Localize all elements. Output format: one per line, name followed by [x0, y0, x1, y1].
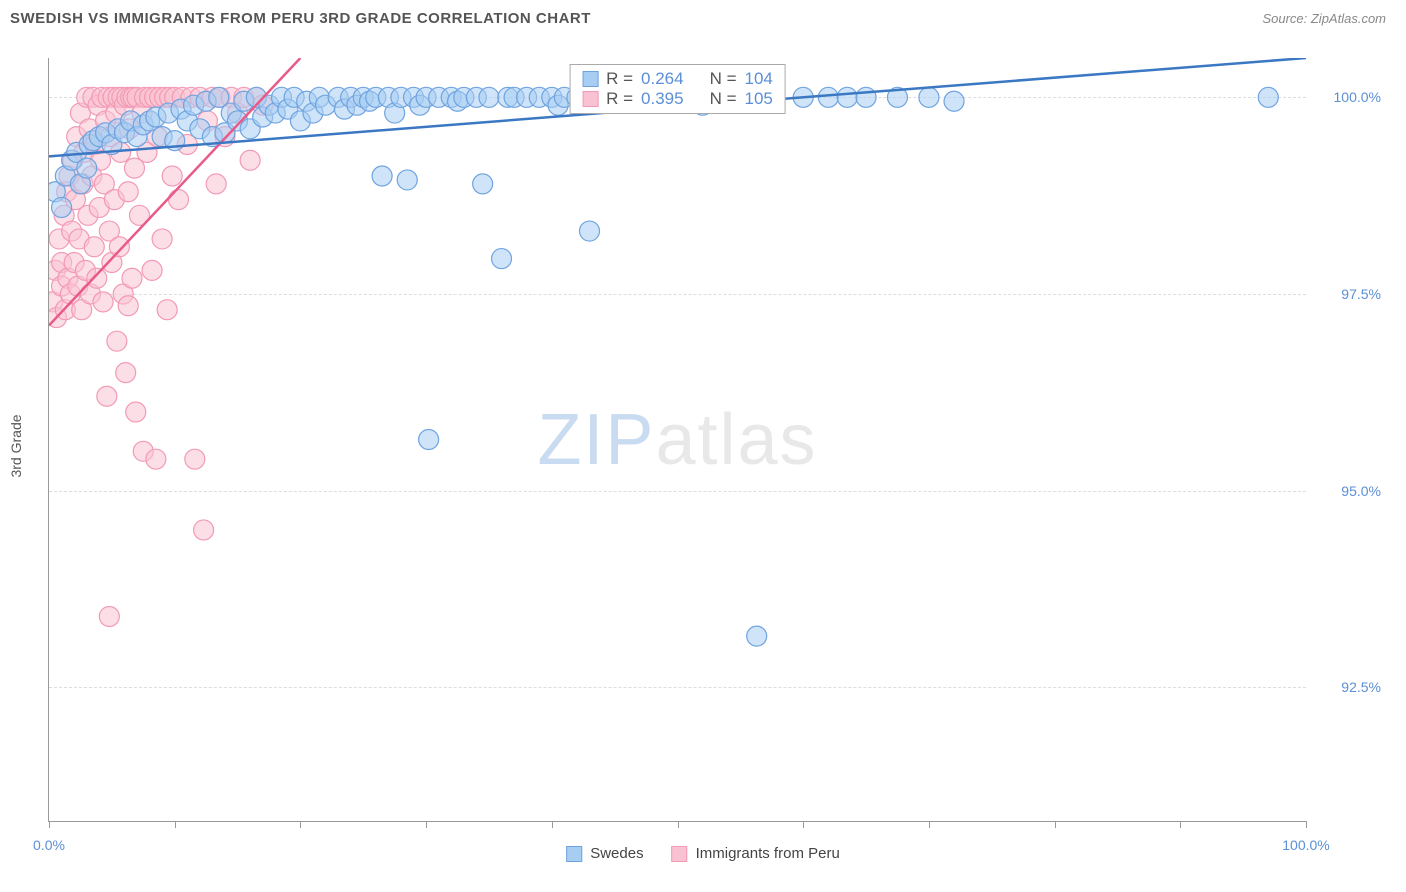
scatter-point [580, 221, 600, 241]
scatter-point [142, 260, 162, 280]
r-label-blue: R = [606, 69, 633, 89]
scatter-point [87, 268, 107, 288]
scatter-point [118, 182, 138, 202]
n-label-blue: N = [710, 69, 737, 89]
n-label-pink: N = [710, 89, 737, 109]
y-tick-label: 97.5% [1316, 286, 1381, 302]
chart-area: 92.5%95.0%97.5%100.0%0.0%100.0% ZIPatlas… [48, 58, 1306, 822]
bottom-legend: Swedes Immigrants from Peru [566, 845, 840, 862]
scatter-point [109, 237, 129, 257]
scatter-point [240, 150, 260, 170]
scatter-point [146, 449, 166, 469]
r-value-pink: 0.395 [641, 89, 684, 109]
scatter-point [185, 449, 205, 469]
x-tick-label: 0.0% [33, 837, 65, 853]
scatter-point [944, 91, 964, 111]
scatter-point [168, 190, 188, 210]
scatter-point [194, 520, 214, 540]
r-value-blue: 0.264 [641, 69, 684, 89]
scatter-point [162, 166, 182, 186]
r-label-pink: R = [606, 89, 633, 109]
y-axis-label: 3rd Grade [8, 414, 24, 477]
y-tick-label: 92.5% [1316, 679, 1381, 695]
scatter-point [492, 249, 512, 269]
scatter-svg [49, 58, 1306, 821]
scatter-point [99, 606, 119, 626]
scatter-point [126, 402, 146, 422]
scatter-point [52, 197, 72, 217]
scatter-point [157, 300, 177, 320]
scatter-point [84, 237, 104, 257]
scatter-point [747, 626, 767, 646]
scatter-point [818, 87, 838, 107]
scatter-point [152, 229, 172, 249]
swatch-pink [582, 91, 598, 107]
scatter-point [419, 430, 439, 450]
y-tick-label: 100.0% [1316, 89, 1381, 105]
scatter-point [372, 166, 392, 186]
scatter-point [1258, 87, 1278, 107]
legend-label-pink: Immigrants from Peru [696, 845, 840, 862]
scatter-point [837, 87, 857, 107]
legend-swatch-pink [672, 846, 688, 862]
scatter-point [116, 363, 136, 383]
scatter-point [118, 296, 138, 316]
y-tick-label: 95.0% [1316, 483, 1381, 499]
source-text: Source: ZipAtlas.com [1262, 11, 1386, 26]
x-tick-label: 100.0% [1282, 837, 1329, 853]
n-value-blue: 104 [745, 69, 773, 89]
scatter-point [97, 386, 117, 406]
legend-swatch-blue [566, 846, 582, 862]
scatter-point [93, 292, 113, 312]
n-value-pink: 105 [745, 89, 773, 109]
scatter-point [206, 174, 226, 194]
scatter-point [919, 87, 939, 107]
scatter-point [77, 158, 97, 178]
scatter-point [122, 268, 142, 288]
stats-legend: R = 0.264 N = 104 R = 0.395 N = 105 [569, 64, 786, 114]
scatter-point [473, 174, 493, 194]
swatch-blue [582, 71, 598, 87]
scatter-point [856, 87, 876, 107]
scatter-point [397, 170, 417, 190]
chart-title: SWEDISH VS IMMIGRANTS FROM PERU 3RD GRAD… [10, 10, 591, 27]
scatter-point [107, 331, 127, 351]
legend-label-blue: Swedes [590, 845, 643, 862]
scatter-point [479, 87, 499, 107]
